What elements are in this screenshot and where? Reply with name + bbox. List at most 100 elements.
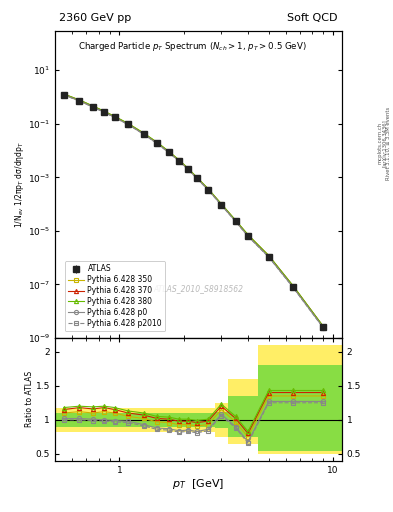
Pythia 6.428 350 <box>126 121 130 127</box>
Bar <box>109 408 121 432</box>
Bar <box>151 413 163 426</box>
Pythia 6.428 350 <box>233 218 238 224</box>
Pythia 6.428 p2010 <box>126 121 130 127</box>
Pythia 6.428 380 <box>141 130 146 136</box>
Pythia 6.428 370 <box>166 148 171 155</box>
Bar <box>193 413 202 426</box>
Pythia 6.428 p2010 <box>186 166 191 173</box>
Pythia 6.428 350 <box>141 131 146 137</box>
Pythia 6.428 p0 <box>291 284 296 290</box>
Pythia 6.428 p2010 <box>77 98 82 104</box>
Bar <box>308 365 342 451</box>
Bar <box>163 413 174 426</box>
Bar <box>228 379 242 444</box>
Pythia 6.428 p2010 <box>176 158 181 164</box>
Y-axis label: 1/N$_{ev}$ 1/2πp$_T$ dσ/dηdp$_T$: 1/N$_{ev}$ 1/2πp$_T$ dσ/dηdp$_T$ <box>13 141 26 228</box>
Pythia 6.428 350 <box>102 109 107 115</box>
Bar <box>308 345 342 454</box>
Pythia 6.428 370 <box>266 252 271 259</box>
Line: Pythia 6.428 p0: Pythia 6.428 p0 <box>62 93 325 330</box>
Pythia 6.428 p0 <box>102 109 107 115</box>
Pythia 6.428 350 <box>206 186 210 193</box>
Pythia 6.428 p0 <box>112 114 117 120</box>
Pythia 6.428 p0 <box>126 121 130 127</box>
Bar <box>151 408 163 432</box>
Pythia 6.428 370 <box>90 103 95 109</box>
Pythia 6.428 p2010 <box>233 219 238 225</box>
Pythia 6.428 p0 <box>233 218 238 224</box>
Pythia 6.428 370 <box>186 165 191 172</box>
Pythia 6.428 370 <box>176 157 181 163</box>
Bar <box>184 408 193 432</box>
Pythia 6.428 p2010 <box>206 187 210 193</box>
Pythia 6.428 p0 <box>166 149 171 155</box>
Pythia 6.428 p0 <box>186 166 191 173</box>
Pythia 6.428 370 <box>112 114 117 120</box>
Legend: ATLAS, Pythia 6.428 350, Pythia 6.428 370, Pythia 6.428 380, Pythia 6.428 p0, Py: ATLAS, Pythia 6.428 350, Pythia 6.428 37… <box>64 261 165 331</box>
Pythia 6.428 p0 <box>266 254 271 260</box>
Bar <box>281 345 308 454</box>
Pythia 6.428 370 <box>321 324 326 330</box>
Pythia 6.428 350 <box>62 92 66 98</box>
Pythia 6.428 370 <box>233 218 238 224</box>
Bar <box>121 413 136 426</box>
Pythia 6.428 370 <box>141 130 146 136</box>
Bar <box>99 408 109 432</box>
Text: Rivet 3.1.10, ≥ 3.3M events: Rivet 3.1.10, ≥ 3.3M events <box>386 106 391 180</box>
Pythia 6.428 370 <box>291 283 296 289</box>
Pythia 6.428 370 <box>246 232 250 238</box>
X-axis label: $p_T$  [GeV]: $p_T$ [GeV] <box>173 477 224 492</box>
Pythia 6.428 380 <box>126 120 130 126</box>
Y-axis label: Ratio to ATLAS: Ratio to ATLAS <box>26 371 35 428</box>
Pythia 6.428 380 <box>194 174 199 180</box>
Pythia 6.428 p0 <box>206 186 210 193</box>
Pythia 6.428 350 <box>246 232 250 239</box>
Pythia 6.428 380 <box>176 157 181 163</box>
Line: Pythia 6.428 370: Pythia 6.428 370 <box>62 92 325 329</box>
Pythia 6.428 380 <box>206 185 210 191</box>
Line: Pythia 6.428 380: Pythia 6.428 380 <box>62 92 325 329</box>
Bar <box>202 408 215 432</box>
Bar <box>55 413 72 426</box>
Pythia 6.428 350 <box>77 98 82 104</box>
Text: [arXiv:1306.3436]: [arXiv:1306.3436] <box>382 119 387 167</box>
Pythia 6.428 380 <box>266 252 271 259</box>
Text: Charged Particle $p_T$ Spectrum ($N_{ch} > 1$, $p_T > 0.5$ GeV): Charged Particle $p_T$ Spectrum ($N_{ch}… <box>78 40 307 53</box>
Bar <box>121 408 136 432</box>
Pythia 6.428 380 <box>166 148 171 154</box>
Bar <box>136 413 151 426</box>
Pythia 6.428 370 <box>62 91 66 97</box>
Bar <box>258 345 281 454</box>
Pythia 6.428 p2010 <box>219 202 224 208</box>
Pythia 6.428 380 <box>77 97 82 103</box>
Bar <box>215 403 228 437</box>
Pythia 6.428 380 <box>154 139 159 145</box>
Pythia 6.428 p0 <box>219 202 224 208</box>
Pythia 6.428 p0 <box>194 175 199 181</box>
Pythia 6.428 p0 <box>154 140 159 146</box>
Pythia 6.428 p0 <box>141 131 146 137</box>
Pythia 6.428 p2010 <box>291 285 296 291</box>
Pythia 6.428 380 <box>219 201 224 207</box>
Pythia 6.428 p0 <box>176 158 181 164</box>
Bar <box>174 408 184 432</box>
Pythia 6.428 350 <box>186 166 191 172</box>
Pythia 6.428 p2010 <box>90 104 95 110</box>
Bar <box>215 412 228 428</box>
Pythia 6.428 350 <box>219 201 224 207</box>
Pythia 6.428 350 <box>90 103 95 110</box>
Pythia 6.428 370 <box>194 174 199 180</box>
Pythia 6.428 p2010 <box>154 140 159 146</box>
Pythia 6.428 p2010 <box>321 325 326 331</box>
Pythia 6.428 p2010 <box>141 131 146 137</box>
Pythia 6.428 p0 <box>90 104 95 110</box>
Bar <box>202 413 215 426</box>
Pythia 6.428 p2010 <box>112 114 117 120</box>
Bar <box>163 408 174 432</box>
Pythia 6.428 380 <box>233 217 238 223</box>
Bar <box>281 365 308 451</box>
Text: ATLAS_2010_S8918562: ATLAS_2010_S8918562 <box>153 284 244 293</box>
Pythia 6.428 p2010 <box>166 150 171 156</box>
Line: Pythia 6.428 350: Pythia 6.428 350 <box>62 93 325 329</box>
Pythia 6.428 370 <box>126 121 130 127</box>
